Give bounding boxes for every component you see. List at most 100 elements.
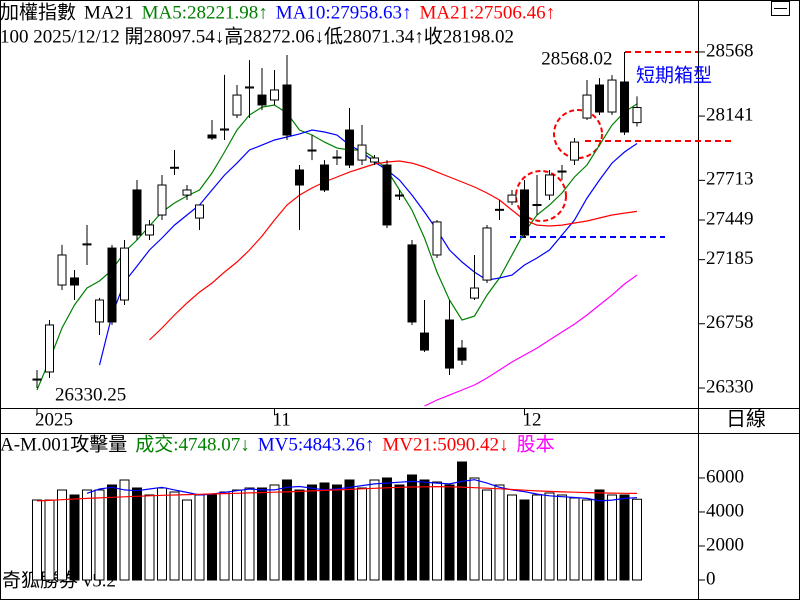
candle-body bbox=[332, 156, 342, 159]
volume-bar bbox=[594, 489, 605, 581]
volume-bar bbox=[107, 484, 117, 581]
average-line bbox=[86, 479, 638, 502]
volume-bar bbox=[257, 487, 267, 581]
y-tick-label: 27449 bbox=[706, 208, 754, 229]
candle-body bbox=[595, 84, 604, 113]
ohlc-line: 100 2025/12/12 開28097.54↓高28272.06↓低2807… bbox=[0, 25, 514, 47]
box-label: 短期箱型 bbox=[636, 64, 712, 86]
candle-body bbox=[220, 128, 229, 131]
candle-body bbox=[70, 277, 79, 286]
volume-bar bbox=[244, 487, 255, 581]
candle-body bbox=[95, 299, 104, 323]
candle-body bbox=[257, 94, 267, 106]
y-tick-label: 26330 bbox=[706, 376, 754, 397]
volume-bar bbox=[369, 479, 380, 581]
high-label: 28568.02 bbox=[541, 48, 612, 69]
candle-body bbox=[170, 166, 179, 169]
candle-body bbox=[632, 107, 642, 124]
volume-bar bbox=[282, 479, 292, 581]
volume-bar bbox=[144, 494, 155, 581]
candle-body bbox=[307, 149, 317, 152]
y-tick-label: 27185 bbox=[706, 248, 754, 269]
volume-bar bbox=[82, 489, 92, 581]
volume-bar bbox=[182, 499, 192, 581]
x-tick-label: 12 bbox=[523, 409, 542, 430]
candle-body bbox=[445, 319, 454, 369]
volume-bar bbox=[382, 477, 392, 581]
volume-bar bbox=[57, 489, 67, 581]
average-line bbox=[98, 129, 638, 366]
volume-bar bbox=[494, 484, 505, 581]
volume-bar bbox=[307, 484, 317, 581]
volume-bar bbox=[519, 499, 530, 581]
volume-bar bbox=[169, 491, 180, 581]
candle-body bbox=[345, 129, 354, 166]
candle-body bbox=[557, 170, 567, 173]
volume-bar bbox=[407, 474, 417, 581]
period-label: 日線 bbox=[726, 408, 766, 431]
x-tick-label: 11 bbox=[273, 409, 291, 430]
candle-body bbox=[357, 144, 367, 161]
volume-bar bbox=[419, 479, 430, 581]
volume-bar bbox=[394, 484, 405, 581]
volume-bar bbox=[44, 499, 55, 581]
candle-body bbox=[532, 204, 542, 207]
candle-body bbox=[432, 221, 442, 256]
low-label: 26330.25 bbox=[55, 384, 126, 405]
candle-body bbox=[320, 164, 329, 191]
volume-bar bbox=[119, 479, 130, 581]
volume-bar bbox=[569, 497, 580, 581]
header-item: MV5:4843.26↑ bbox=[258, 434, 375, 455]
volume-bar bbox=[607, 494, 617, 581]
candle-body bbox=[107, 247, 117, 323]
volume-bar bbox=[432, 481, 442, 581]
volume-bar bbox=[157, 487, 167, 581]
average-line bbox=[149, 160, 638, 341]
y-tick-label: 27713 bbox=[706, 169, 754, 190]
candle-body bbox=[370, 157, 379, 163]
average-line bbox=[424, 274, 638, 407]
volume-bar bbox=[332, 484, 342, 581]
candle-body bbox=[507, 194, 517, 203]
candle-body bbox=[520, 189, 529, 236]
candle-body bbox=[57, 254, 67, 286]
volume-bar bbox=[32, 499, 42, 581]
candle-body bbox=[45, 324, 54, 373]
y-tick-label: 6000 bbox=[706, 466, 744, 487]
volume-bar bbox=[469, 477, 480, 581]
candle-body bbox=[382, 164, 392, 226]
header-item: MA21:27506.46↑ bbox=[419, 2, 555, 23]
volume-bar bbox=[619, 494, 630, 581]
volume-bar bbox=[444, 484, 455, 581]
header-item: MA5:28221.98↑ bbox=[142, 2, 268, 23]
volume-bar bbox=[544, 492, 555, 581]
candle-body bbox=[82, 243, 92, 246]
volume-bar bbox=[207, 494, 217, 581]
candle-body bbox=[482, 227, 492, 281]
volume-bar bbox=[269, 484, 280, 581]
volume-bar bbox=[194, 494, 205, 581]
highlight-circle bbox=[515, 170, 567, 222]
candle-body bbox=[457, 347, 467, 361]
candle-body bbox=[470, 287, 479, 299]
y-tick-label: 2000 bbox=[706, 534, 744, 555]
candle-body bbox=[407, 244, 417, 323]
candle-body bbox=[145, 224, 154, 236]
candle-body bbox=[245, 86, 254, 89]
candle-body bbox=[395, 194, 404, 197]
header-item: 成交:4748.07↓ bbox=[135, 433, 250, 455]
volume-bar bbox=[632, 498, 642, 581]
candle-body bbox=[282, 84, 292, 136]
candle-body bbox=[232, 94, 242, 116]
volume-bar bbox=[232, 489, 242, 581]
volume-bar bbox=[94, 489, 105, 581]
volume-bar bbox=[532, 494, 542, 581]
header-item: MA10:27958.63↑ bbox=[276, 2, 412, 23]
candle-body bbox=[582, 94, 592, 119]
candle-body bbox=[545, 174, 554, 196]
volume-bar bbox=[319, 482, 330, 581]
volume-bar bbox=[507, 494, 517, 581]
volume-bar bbox=[357, 487, 367, 581]
volume-bar bbox=[219, 491, 230, 581]
